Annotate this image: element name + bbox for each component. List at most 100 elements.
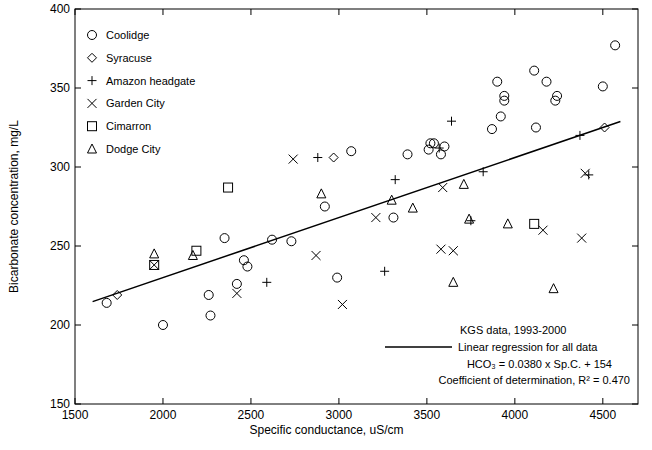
legend-label: Linear regression for all data	[458, 341, 598, 353]
point	[577, 234, 586, 243]
point	[224, 183, 233, 192]
chart-root: 1500200025003000350040004500150200250300…	[0, 0, 652, 450]
legend-marker	[88, 31, 97, 40]
regression-line	[93, 121, 621, 301]
point	[440, 142, 449, 151]
legend-marker	[88, 144, 97, 153]
point	[436, 245, 445, 254]
point	[493, 77, 502, 86]
legend-label: Cimarron	[106, 120, 151, 132]
point	[289, 155, 298, 164]
x-tick-label: 3500	[414, 408, 441, 422]
x-tick-top	[514, 9, 515, 15]
point	[503, 219, 512, 228]
point	[338, 300, 347, 309]
annotation: Coefficient of determination, R² = 0.470	[439, 374, 631, 386]
x-tick-top	[162, 9, 163, 15]
point	[449, 246, 458, 255]
x-tick	[75, 398, 76, 404]
y-tick	[75, 9, 81, 10]
x-tick	[602, 398, 603, 404]
x-tick-label: 4000	[501, 408, 528, 422]
y-tick-label: 150	[50, 397, 70, 411]
point	[530, 66, 539, 75]
point	[158, 321, 167, 330]
point	[243, 262, 252, 271]
legend-label: Garden City	[106, 97, 165, 109]
y-axis-label: Bicarbonate concentration, mg/L	[7, 120, 21, 293]
point	[150, 249, 159, 258]
y-tick	[75, 246, 81, 247]
x-tick-top	[250, 9, 251, 15]
legend-label: Dodge City	[106, 143, 161, 155]
point	[530, 219, 539, 228]
y-tick	[75, 88, 81, 89]
legend-marker	[88, 99, 97, 108]
point	[380, 267, 389, 276]
point	[204, 290, 213, 299]
point	[317, 189, 326, 198]
legend-marker	[88, 76, 97, 85]
point	[438, 183, 447, 192]
point	[220, 234, 229, 243]
legend-label: Amazon headgate	[106, 75, 195, 87]
point	[429, 139, 438, 148]
x-tick-top	[338, 9, 339, 15]
point	[408, 203, 417, 212]
x-tick-top	[602, 9, 603, 15]
plot-frame	[75, 9, 638, 404]
point	[581, 169, 590, 178]
point	[329, 153, 338, 162]
y-tick-right	[632, 325, 638, 326]
y-tick-right	[632, 404, 638, 405]
y-tick-right	[632, 246, 638, 247]
y-tick	[75, 404, 81, 405]
y-tick-label: 400	[50, 2, 70, 16]
point	[611, 41, 620, 50]
y-tick-label: 300	[50, 160, 70, 174]
x-tick-top	[426, 9, 427, 15]
point	[313, 153, 322, 162]
x-axis-label: Specific conductance, uS/cm	[249, 423, 403, 437]
legend-marker	[88, 53, 97, 62]
point	[347, 147, 356, 156]
y-tick	[75, 325, 81, 326]
point	[403, 150, 412, 159]
x-tick	[426, 398, 427, 404]
point	[424, 145, 433, 154]
x-tick	[162, 398, 163, 404]
point	[391, 175, 400, 184]
annotation: KGS data, 1993-2000	[460, 324, 566, 336]
point	[312, 251, 321, 260]
y-tick-right	[632, 88, 638, 89]
point	[538, 226, 547, 235]
point	[449, 277, 458, 286]
point	[500, 91, 509, 100]
point	[320, 202, 329, 211]
legend-line	[385, 346, 452, 348]
x-tick-label: 2500	[238, 408, 265, 422]
y-tick-right	[632, 167, 638, 168]
chart: 1500200025003000350040004500150200250300…	[0, 0, 652, 450]
legend-marker	[88, 122, 97, 131]
point	[150, 260, 159, 269]
point	[447, 117, 456, 126]
x-tick	[338, 398, 339, 404]
point	[553, 91, 562, 100]
point	[459, 179, 468, 188]
y-tick-label: 350	[50, 81, 70, 95]
y-tick-label: 250	[50, 239, 70, 253]
x-tick-label: 3000	[326, 408, 353, 422]
x-tick-top	[75, 9, 76, 15]
point	[206, 311, 215, 320]
point	[102, 298, 111, 307]
point	[487, 125, 496, 134]
y-tick	[75, 167, 81, 168]
x-tick	[250, 398, 251, 404]
annotation: HCO₃ = 0.0380 x Sp.C. + 154	[467, 358, 612, 370]
point	[150, 260, 159, 269]
legend-label: Coolidge	[106, 29, 149, 41]
legend-label: Syracuse	[106, 52, 152, 64]
point	[465, 214, 474, 223]
point	[531, 123, 540, 132]
